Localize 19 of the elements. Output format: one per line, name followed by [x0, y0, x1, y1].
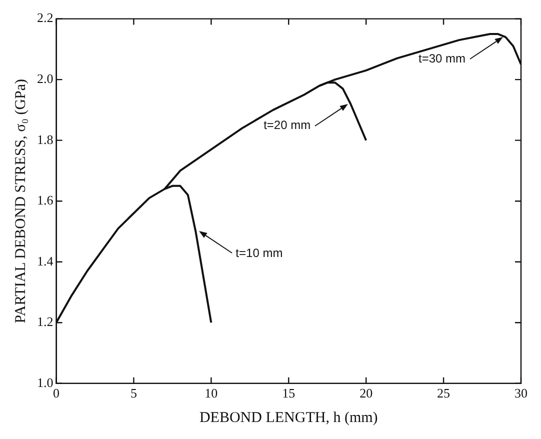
y-axis-title: PARTIAL DEBOND STRESS, σ₀ (GPa) [12, 78, 29, 324]
y-tick-label: 2.2 [37, 10, 54, 26]
annotation: t=30 mm [418, 51, 466, 66]
x-tick-label: 25 [437, 386, 450, 401]
y-tick-label: 1.0 [37, 374, 54, 390]
annotation: t=10 mm [236, 246, 283, 260]
y-tick-label: 1.2 [37, 314, 54, 330]
x-tick-label: 5 [130, 386, 137, 401]
annotation: t=20 mm [264, 118, 311, 132]
x-tick-label: 30 [514, 386, 528, 401]
y-tick-label: 1.4 [37, 253, 54, 268]
x-tick-label: 20 [360, 386, 373, 401]
y-tick-label: 1.6 [37, 192, 54, 208]
x-tick-label: 10 [204, 386, 218, 401]
y-tick-label: 2.0 [37, 70, 54, 86]
x-tick-label: 0 [53, 386, 60, 401]
x-tick-label: 15 [282, 386, 296, 401]
x-axis-title: DEBOND LENGTH, h (mm) [199, 410, 378, 426]
y-tick-label: 1.8 [37, 132, 54, 147]
